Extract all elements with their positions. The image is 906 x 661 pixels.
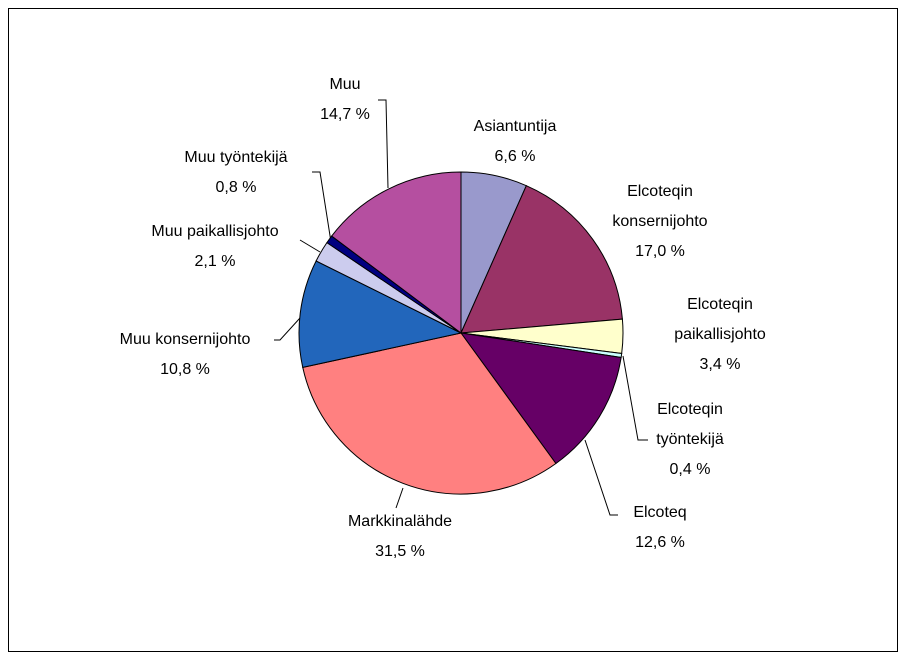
pie-slice xyxy=(302,332,557,495)
value-label: 6,6 % xyxy=(494,148,536,165)
category-label: Muu paikallisjohto xyxy=(151,223,279,240)
leader-line xyxy=(584,439,618,516)
data-label: Muu konsernijohto 10,8 % xyxy=(85,325,285,385)
leader-line xyxy=(395,487,404,509)
value-label: 0,8 % xyxy=(215,179,257,196)
category-label: Asiantuntija xyxy=(473,118,557,135)
value-label: 2,1 % xyxy=(194,253,236,270)
value-label: 0,4 % xyxy=(669,461,711,478)
category-label: Elcoteq xyxy=(633,504,687,521)
leader-line xyxy=(312,171,332,243)
category-label: Muu työntekijä xyxy=(184,149,288,166)
pie-slice xyxy=(330,171,462,334)
data-label: Elcoteq 12,6 % xyxy=(600,498,720,558)
data-label: Elcoteqin konsernijohto 17,0 % xyxy=(595,177,725,267)
category-label: Elcoteqin työntekijä xyxy=(656,401,724,448)
data-label: Elcoteqin työntekijä 0,4 % xyxy=(635,395,745,485)
leader-line xyxy=(274,317,301,341)
category-label: Elcoteqin konsernijohto xyxy=(612,183,708,230)
data-label: Muu työntekijä 0,8 % xyxy=(136,143,336,203)
value-label: 31,5 % xyxy=(375,543,425,560)
value-label: 12,6 % xyxy=(635,534,685,551)
leader-line xyxy=(622,355,648,441)
leader-line xyxy=(299,239,321,253)
category-label: Muu konsernijohto xyxy=(119,331,251,348)
data-label: Elcoteqin paikallisjohto 3,4 % xyxy=(660,290,780,380)
value-label: 14,7 % xyxy=(320,106,370,123)
pie-slice xyxy=(298,260,463,369)
data-label: Muu 14,7 % xyxy=(295,70,395,130)
category-label: Muu xyxy=(329,76,361,93)
value-label: 3,4 % xyxy=(699,356,741,373)
pie xyxy=(298,171,624,495)
leader-line xyxy=(378,99,389,189)
pie-slice xyxy=(460,185,623,334)
category-label: Markkinalähde xyxy=(347,513,453,530)
leader-lines xyxy=(274,99,648,516)
data-label: Asiantuntija 6,6 % xyxy=(450,112,580,172)
data-label: Muu paikallisjohto 2,1 % xyxy=(115,217,315,277)
value-label: 10,8 % xyxy=(160,361,210,378)
pie-slice xyxy=(459,332,622,465)
category-label: Elcoteqin paikallisjohto xyxy=(674,296,766,343)
data-label: Markkinalähde 31,5 % xyxy=(310,507,490,567)
value-label: 17,0 % xyxy=(635,243,685,260)
